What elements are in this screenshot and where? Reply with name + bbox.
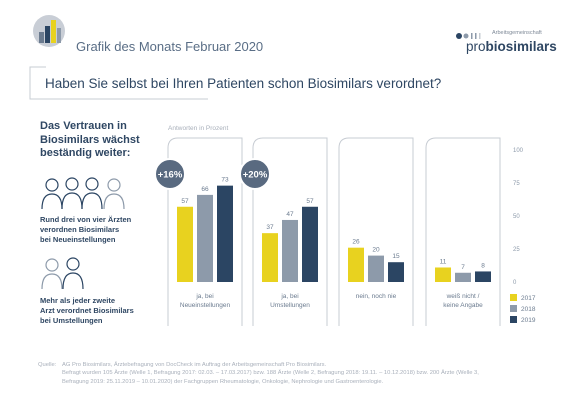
legend-swatch: [510, 294, 517, 301]
source-footer: Quelle: AG Pro Biosimilars, Ärztebefragun…: [38, 361, 558, 386]
bar: [388, 262, 404, 282]
bar: [302, 206, 318, 282]
page-title: Grafik des Monats Februar 2020: [76, 39, 264, 54]
category-panel: [338, 137, 414, 326]
legend-label: 2019: [521, 317, 536, 324]
y-tick-label: 75: [513, 181, 520, 187]
category-label: keine Angabe: [443, 302, 483, 309]
chart-subtitle: Antworten in Prozent: [168, 125, 229, 132]
y-tick-label: 0: [513, 280, 517, 286]
doctors-group-icon: [41, 177, 125, 210]
logo-pro: pro: [466, 39, 486, 54]
bar: [217, 185, 233, 282]
heading-line: Biosimilars wächst: [40, 133, 140, 146]
growth-label: +16%: [158, 170, 183, 181]
data-label: 66: [201, 186, 209, 193]
bar: [455, 272, 471, 282]
legend-label: 2017: [521, 295, 536, 302]
growth-badge: [154, 158, 186, 190]
left-heading: Das Vertrauen in Biosimilars wächst best…: [40, 120, 160, 161]
category-panel: [425, 137, 501, 326]
caption-line: Arzt verordnet Biosimilars: [40, 306, 134, 315]
y-tick-label: 25: [513, 247, 520, 253]
bar: [368, 255, 384, 282]
growth-badge: [239, 158, 271, 190]
category-panel: [167, 137, 243, 326]
logo-brand: biosimilars: [485, 39, 557, 54]
data-label: 57: [306, 198, 314, 205]
data-label: 47: [286, 211, 294, 218]
chart-logo-icon: [33, 15, 65, 47]
doctors-pair-icon: [41, 257, 84, 290]
logo-subtitle: Arbeitsgemeinschaft: [492, 30, 542, 36]
data-label: 7: [461, 264, 465, 271]
category-label: nein, noch nie: [356, 293, 397, 300]
logo-wordmark: probiosimilars: [466, 39, 557, 54]
legend-swatch: [510, 316, 517, 323]
data-label: 73: [221, 177, 229, 184]
category-panel: [252, 137, 328, 326]
data-label: 15: [392, 253, 400, 260]
bar: [282, 219, 298, 282]
bar: [197, 194, 213, 282]
bar: [435, 267, 451, 282]
logo-dots-icon: [456, 33, 481, 39]
bar: [262, 233, 278, 282]
caption-line: bei Neueinstellungen: [40, 235, 116, 244]
y-tick-label: 50: [513, 214, 520, 220]
caption-switching: Mehr als jeder zweite Arzt verordnet Bio…: [40, 296, 160, 326]
question-bracket: [29, 66, 208, 100]
data-label: 8: [481, 262, 485, 269]
caption-new-prescriptions: Rund drei von vier Ärzten verordnen Bios…: [40, 215, 160, 245]
footer-line: AG Pro Biosimilars, Ärztebefragung von D…: [62, 362, 327, 368]
category-label: ja, bei: [280, 293, 298, 300]
category-label: ja, bei: [195, 293, 213, 300]
bar: [177, 206, 193, 282]
category-label: Umstellungen: [270, 302, 310, 309]
caption-line: Rund drei von vier Ärzten: [40, 215, 132, 224]
data-label: 37: [266, 224, 274, 231]
data-label: 20: [372, 247, 380, 254]
caption-line: bei Umstellungen: [40, 316, 103, 325]
question-text: Haben Sie selbst bei Ihren Patienten sch…: [45, 76, 442, 91]
footer-line: Befragt wurden 105 Ärzte (Welle 1, Befra…: [62, 370, 479, 377]
legend-label: 2018: [521, 306, 536, 313]
footer-line: Befragung 2019: 25.11.2019 – 10.01.2020)…: [62, 378, 384, 385]
bar: [348, 247, 364, 282]
bar: [475, 271, 491, 282]
heading-line: Das Vertrauen in: [40, 120, 127, 132]
heading-line: beständig weiter:: [40, 147, 131, 159]
footer-prefix: Quelle:: [38, 362, 57, 368]
caption-line: Mehr als jeder zweite: [40, 296, 116, 305]
data-label: 57: [181, 198, 189, 205]
brand-logo: Arbeitsgemeinschaft probiosimilars: [456, 30, 561, 60]
caption-line: verordnen Biosimilars: [40, 225, 120, 234]
legend-swatch: [510, 305, 517, 312]
y-tick-label: 100: [513, 148, 524, 154]
growth-label: +20%: [243, 170, 268, 181]
data-label: 26: [352, 239, 360, 246]
category-label: weiß nicht /: [446, 293, 480, 300]
category-label: Neueinstellungen: [180, 302, 231, 309]
data-label: 11: [440, 258, 447, 265]
